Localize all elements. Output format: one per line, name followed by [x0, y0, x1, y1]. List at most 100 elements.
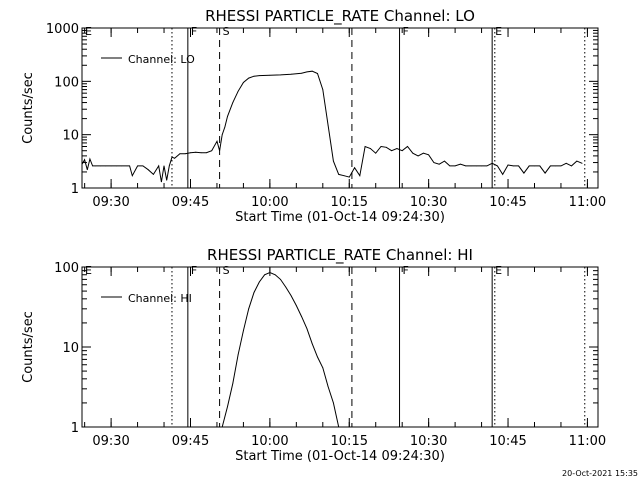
data-point [253, 292, 255, 293]
event-marker-label: E [85, 25, 92, 38]
event-marker-label: F [403, 264, 409, 277]
data-point [285, 286, 287, 288]
data-point [94, 165, 96, 167]
x-tick-label: 10:30 [410, 195, 447, 210]
event-marker-label: F [403, 25, 409, 38]
legend-label: Channel: LO [128, 53, 195, 66]
data-point [322, 367, 324, 369]
data-point [295, 305, 297, 306]
data-point [423, 152, 424, 154]
x-tick-label: 10:45 [489, 434, 526, 449]
data-point [539, 165, 541, 167]
x-tick-label: 11:00 [569, 434, 606, 449]
x-tick-label: 10:00 [251, 195, 288, 210]
data-point [417, 155, 419, 157]
data-point [190, 152, 191, 154]
data-point [322, 89, 324, 90]
chart-title: RHESSI PARTICLE_RATE Channel: HI [207, 246, 473, 265]
date-stamp: 20-Oct-2021 15:35 [562, 469, 638, 478]
x-tick-label: 10:15 [331, 195, 368, 210]
y-tick-label: 1 [71, 182, 79, 197]
data-point [375, 152, 377, 154]
plot-frame [81, 27, 599, 189]
data-point [359, 175, 361, 177]
data-point [560, 165, 562, 167]
data-point [385, 146, 387, 148]
data-point [227, 406, 228, 407]
data-point [269, 74, 271, 76]
y-axis-label: Counts/sec [21, 72, 36, 144]
data-point [84, 159, 85, 161]
data-point [253, 75, 255, 77]
y-tick-label: 100 [54, 261, 79, 276]
data-point [221, 134, 223, 136]
data-point [290, 73, 292, 75]
data-point [179, 153, 181, 155]
data-point [89, 158, 91, 160]
data-point [121, 165, 123, 167]
data-point [380, 146, 382, 147]
data-point [317, 356, 318, 358]
series-line [81, 70, 583, 182]
data-point [280, 279, 281, 280]
y-tick-label: 1000 [46, 22, 79, 37]
y-tick-label: 100 [54, 75, 79, 90]
data-point [110, 165, 112, 167]
data-point [200, 152, 202, 154]
data-point [507, 164, 509, 166]
data-point [550, 165, 551, 167]
event-marker-label: E [85, 264, 92, 277]
data-point [131, 175, 133, 177]
data-point [301, 72, 302, 74]
data-point [221, 426, 223, 428]
x-tick-label: 09:30 [92, 195, 129, 210]
data-point [237, 90, 239, 92]
data-point [243, 82, 244, 83]
data-point [211, 150, 213, 152]
data-point [518, 165, 519, 167]
data-point [158, 165, 160, 167]
y-tick-label: 10 [62, 341, 79, 356]
data-point [92, 165, 93, 167]
data-point [327, 124, 329, 126]
data-point [470, 165, 472, 167]
data-point [163, 165, 165, 167]
data-point [491, 162, 493, 164]
data-point [137, 165, 139, 167]
legend-label: Channel: HI [128, 292, 192, 305]
data-point [243, 330, 244, 332]
y-tick-label: 10 [62, 129, 79, 144]
lo-channel-plot: RHESSI PARTICLE_RATE Channel: LO Counts/s… [21, 7, 606, 225]
data-point [274, 274, 276, 276]
data-point [142, 165, 144, 167]
data-point [512, 165, 514, 167]
event-marker-label: F [191, 264, 197, 277]
data-point [264, 274, 265, 276]
data-point [81, 163, 83, 165]
data-point [116, 165, 117, 167]
data-point [301, 316, 302, 317]
data-point [86, 169, 88, 171]
data-point [433, 162, 435, 164]
chart-title: RHESSI PARTICLE_RATE Channel: LO [205, 7, 475, 26]
data-point [576, 160, 578, 162]
data-point [465, 165, 467, 167]
data-point [232, 102, 234, 103]
x-tick-label: 10:45 [489, 195, 526, 210]
data-point [354, 167, 355, 169]
data-point [290, 295, 292, 296]
data-point [333, 402, 334, 404]
data-point [195, 151, 197, 153]
x-tick-label: 09:30 [92, 434, 129, 449]
data-point [216, 140, 218, 142]
data-point [126, 165, 128, 167]
data-point [528, 165, 530, 167]
data-point [311, 343, 313, 345]
data-point [129, 165, 131, 167]
data-point [396, 148, 398, 149]
data-point [327, 386, 329, 387]
data-point [258, 281, 260, 283]
data-point [412, 152, 414, 154]
data-point [454, 165, 456, 167]
